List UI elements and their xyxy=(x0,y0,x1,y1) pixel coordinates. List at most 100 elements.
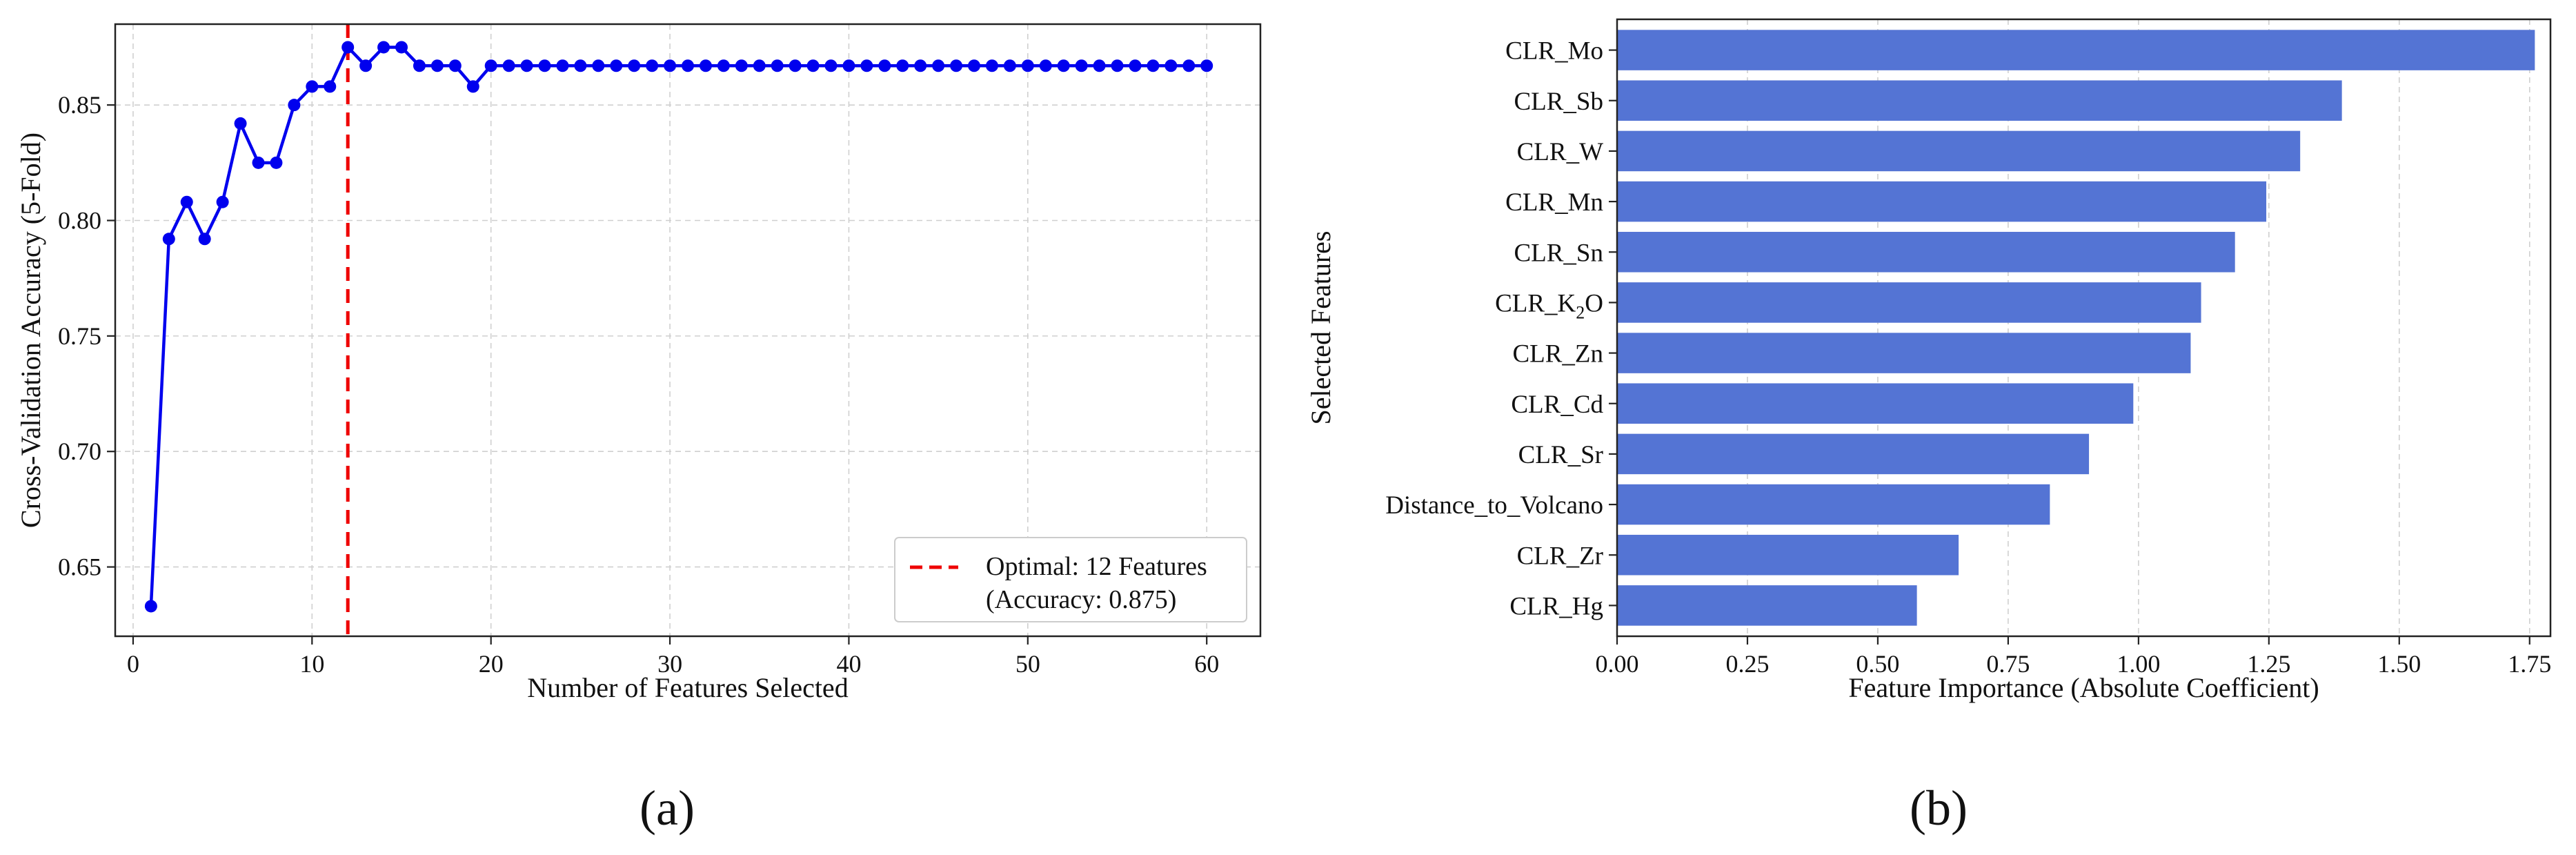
panel-a-grid xyxy=(115,24,1260,636)
panel-b-category-label: Distance_to_Volcano xyxy=(1385,491,1603,520)
panel-b-bar xyxy=(1617,80,2342,121)
panel-b-category-label-text: Distance_to_Volcano xyxy=(1385,491,1603,520)
panel-a-data-point xyxy=(735,59,748,72)
panel-b-x-tick-label: 0.75 xyxy=(1986,650,2030,678)
panel-a-data-point xyxy=(1200,59,1213,72)
panel-a-y-ticks: 0.65 0.70 0.75 0.80 0.85 xyxy=(58,91,115,581)
panel-b-x-tick-label: 0.50 xyxy=(1856,650,1899,678)
panel-b-category-label: CLR_Cd xyxy=(1511,391,1603,419)
panel-a-y-tick-label: 0.70 xyxy=(58,438,101,465)
panel-a-data-point xyxy=(682,59,694,72)
panel-a-data-point xyxy=(234,117,247,130)
panel-a-data-point xyxy=(556,59,569,72)
panel-a-data-point xyxy=(1182,59,1196,72)
panel-a-data-point xyxy=(162,233,175,246)
panel-a-data-point xyxy=(592,59,605,72)
panel-a-data-point xyxy=(324,80,337,93)
panel-a-legend-line-1: Optimal: 12 Features xyxy=(986,552,1207,581)
panel-a-data-point xyxy=(1021,59,1034,72)
panel-a-data-point xyxy=(753,59,766,72)
panel-a-data-point xyxy=(1093,59,1106,72)
panel-b-x-axis-label: Feature Importance (Absolute Coefficient… xyxy=(1848,672,2319,703)
panel-b-bar xyxy=(1617,534,1959,576)
panel-a-data-point xyxy=(860,59,873,72)
panel-b-x-ticks: 0.00 0.25 0.50 0.75 1.00 1.25 1.50 1.75 xyxy=(1596,636,2551,678)
panel-a-data-point xyxy=(1111,59,1124,72)
panel-a-data-point xyxy=(288,99,301,112)
panel-b-category-label-text: CLR_Zn xyxy=(1512,340,1603,368)
panel-a-data-point xyxy=(842,59,855,72)
panel-b-category-label-text: CLR_Cd xyxy=(1511,391,1603,419)
panel-a-y-tick-label: 0.75 xyxy=(58,322,101,350)
panel-a-data-point xyxy=(824,59,838,72)
panel-a-data-point xyxy=(699,59,712,72)
panel-a-data-point xyxy=(1057,59,1070,72)
panel-a-legend: Optimal: 12 Features (Accuracy: 0.875) xyxy=(894,537,1247,622)
panel-b-bar xyxy=(1617,231,2235,273)
panel-a-y-tick-label: 0.65 xyxy=(58,553,101,581)
panel-a-data-point xyxy=(1147,59,1160,72)
panel-b-bar xyxy=(1617,585,1917,626)
panel-a-data-point xyxy=(466,80,479,93)
panel-a-data-point xyxy=(144,600,157,613)
panel-b-bar xyxy=(1617,282,2201,323)
panel-b-category-label: CLR_Sr xyxy=(1518,441,1603,469)
panel-a-data-point xyxy=(448,59,462,72)
panel-b-bar xyxy=(1617,30,2535,70)
panel-a-data-point xyxy=(968,59,980,72)
panel-a-series xyxy=(144,41,1213,613)
panel-b-y-axis-label: Selected Features xyxy=(1305,231,1336,425)
panel-a-data-point xyxy=(664,59,677,72)
panel-a-data-point xyxy=(646,59,659,72)
panel-a-data-point xyxy=(520,59,533,72)
panel-a-x-tick-label: 20 xyxy=(479,650,504,678)
panel-a-data-point xyxy=(806,59,820,72)
panel-a-x-axis-label: Number of Features Selected xyxy=(527,672,848,703)
panel-a-data-point xyxy=(341,41,355,54)
panel-b-category-label: CLR_Hg xyxy=(1509,592,1603,620)
panel-a-data-point xyxy=(985,59,998,72)
panel-a-data-point xyxy=(932,59,945,72)
panel-a-data-point xyxy=(878,59,891,72)
panel-a-plot-frame xyxy=(114,23,1262,638)
panel-a-data-point xyxy=(180,195,193,208)
panel-a-data-point xyxy=(216,195,229,208)
panel-b-bars xyxy=(1617,30,2535,626)
panel-b-category-label: CLR_K2O xyxy=(1495,289,1603,322)
panel-b-category-label-subscript: 2 xyxy=(1576,302,1585,322)
panel-b-bar xyxy=(1617,484,2050,525)
panel-a-data-point xyxy=(789,59,802,72)
panel-a-data-point xyxy=(771,59,784,72)
panel-a-x-ticks: 0 10 20 30 40 50 60 xyxy=(127,636,1219,678)
panel-a-data-point xyxy=(1129,59,1142,72)
panel-a-data-point xyxy=(610,59,623,72)
panel-a-data-point xyxy=(395,41,408,54)
panel-b-x-tick-label: 1.00 xyxy=(2117,650,2160,678)
panel-b-category-label: CLR_Sn xyxy=(1514,239,1603,267)
panel-b-x-tick-label: 1.75 xyxy=(2508,650,2551,678)
panel-b-category-label-suffix: O xyxy=(1585,289,1603,317)
panel-a-line-chart: 0 10 20 30 40 50 60 0.65 0.70 0.75 0.80 0.85 Numbe… xyxy=(15,23,1262,836)
panel-b-caption: (b) xyxy=(1910,780,1968,836)
panel-b-x-tick-label: 0.25 xyxy=(1725,650,1769,678)
panel-a-legend-line-2: (Accuracy: 0.875) xyxy=(986,585,1176,614)
panel-a-data-point xyxy=(896,59,909,72)
panel-a-x-tick-label: 0 xyxy=(127,650,139,678)
panel-b-bar xyxy=(1617,333,2191,373)
panel-b-bar xyxy=(1617,181,2267,222)
panel-a-x-tick-label: 30 xyxy=(657,650,682,678)
panel-a-data-point xyxy=(628,59,641,72)
panel-a-x-tick-label: 50 xyxy=(1015,650,1040,678)
panel-b-category-label-text: CLR_K xyxy=(1495,289,1576,317)
panel-a-data-point xyxy=(359,59,373,72)
panel-a-data-point xyxy=(306,80,319,93)
panel-a-data-point xyxy=(717,59,730,72)
panel-a-data-point xyxy=(252,156,265,169)
panel-b-bar xyxy=(1617,433,2090,475)
panel-b-category-label: CLR_Zn xyxy=(1512,340,1603,368)
panel-b-category-label-text: CLR_Sr xyxy=(1518,441,1603,469)
panel-a-x-tick-label: 60 xyxy=(1194,650,1219,678)
panel-b-category-label-text: CLR_Hg xyxy=(1509,592,1603,620)
